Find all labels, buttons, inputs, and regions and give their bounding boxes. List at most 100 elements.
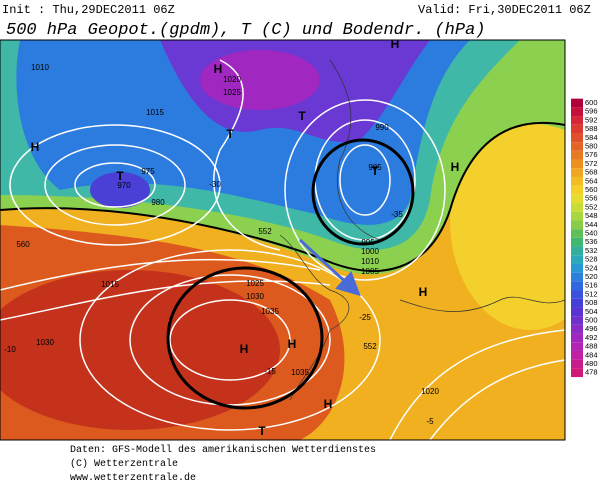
contour-label: -30	[209, 180, 221, 189]
contour-label: 985	[368, 163, 382, 172]
colorbar-swatch	[571, 272, 583, 282]
colorbar-swatch	[571, 133, 583, 143]
contour-label: -5	[426, 417, 434, 426]
colorbar-swatch	[571, 324, 583, 334]
colorbar-label: 560	[585, 185, 598, 194]
colorbar-swatch	[571, 237, 583, 247]
colorbar-label: 528	[585, 255, 598, 264]
colorbar-swatch	[571, 342, 583, 351]
colorbar-swatch	[571, 98, 583, 108]
colorbar-swatch	[571, 150, 583, 160]
map-title: 500 hPa Geopot.(gpdm), T (C) und Bodendr…	[6, 21, 485, 40]
contour-label: 1030	[36, 338, 54, 347]
pressure-center: H	[240, 342, 249, 356]
colorbar-label: 568	[585, 168, 598, 177]
contour-label: 995	[361, 238, 375, 247]
colorbar-swatch	[571, 159, 583, 169]
colorbar-swatch	[571, 229, 583, 238]
pressure-center: T	[371, 164, 379, 178]
colorbar-label: 576	[585, 150, 598, 159]
contour-label: 552	[363, 342, 377, 351]
colorbar-label: 504	[585, 307, 598, 316]
colorbar-label: 564	[585, 176, 598, 185]
colorbar-label: 478	[585, 368, 598, 377]
contour-label: 560	[16, 240, 30, 249]
colorbar-swatch	[571, 194, 583, 204]
colorbar-swatch	[571, 142, 583, 151]
colorbar-label: 572	[585, 159, 598, 168]
colorbar-label: 540	[585, 228, 598, 237]
colorbar-label: 592	[585, 115, 598, 124]
contour-label: -25	[359, 313, 371, 322]
contour-label: 1010	[31, 63, 49, 72]
colorbar-swatch	[571, 290, 583, 299]
colorbar-swatch	[571, 185, 583, 195]
colorbar-swatch	[571, 107, 583, 117]
colorbar-label: 508	[585, 298, 598, 307]
colorbar-label: 532	[585, 246, 598, 255]
colorbar-swatch	[571, 220, 583, 230]
init-time: Init : Thu,29DEC2011 06Z	[2, 3, 175, 17]
contour-label: 1025	[223, 88, 241, 97]
pressure-center: H	[391, 37, 400, 51]
contour-label: 1035	[261, 307, 279, 316]
colorbar-label: 548	[585, 211, 598, 220]
valid-time: Valid: Fri,30DEC2011 06Z	[418, 3, 591, 17]
colorbar-label: 488	[585, 342, 598, 351]
colorbar-label: 520	[585, 272, 598, 281]
contour-label: 970	[117, 181, 131, 190]
colorbar-swatch	[571, 298, 583, 308]
colorbar-label: 556	[585, 194, 598, 203]
pressure-center: H	[31, 140, 40, 154]
colorbar-swatch	[571, 359, 583, 369]
pressure-center: T	[258, 424, 266, 438]
colorbar-label: 552	[585, 202, 598, 211]
colorbar-label: 596	[585, 107, 598, 116]
contour-label: 980	[151, 198, 165, 207]
colorbar-label: 588	[585, 124, 598, 133]
pressure-center: T	[298, 109, 306, 123]
contour-label: 1015	[146, 108, 164, 117]
colorbar-swatch	[571, 116, 583, 125]
contour-label: 990	[375, 123, 389, 132]
colorbar-label: 544	[585, 220, 598, 229]
colorbar-label: 524	[585, 263, 598, 272]
pressure-center: H	[214, 62, 223, 76]
contour-label: 1020	[421, 387, 439, 396]
colorbar-swatch	[571, 316, 583, 325]
pressure-center: H	[288, 337, 297, 351]
contour-label: 1030	[246, 292, 264, 301]
contour-label: 1025	[246, 279, 264, 288]
contour-label: 1035	[291, 368, 309, 377]
colorbar-swatch	[571, 203, 583, 212]
contour-label: 1020	[223, 75, 241, 84]
colorbar-label: 584	[585, 133, 598, 142]
colorbar-label: 512	[585, 289, 598, 298]
pressure-center: T	[226, 127, 234, 141]
colorbar-swatch	[571, 124, 583, 134]
colorbar-label: 492	[585, 333, 598, 342]
contour-label: -15	[264, 367, 276, 376]
colorbar-swatch	[571, 350, 583, 360]
pressure-center: H	[451, 160, 460, 174]
contour-label: 1005	[361, 267, 379, 276]
contour-label: 1010	[361, 257, 379, 266]
footer-data: Daten: GFS-Modell des amerikanischen Wet…	[70, 444, 376, 456]
colorbar-swatch	[571, 255, 583, 264]
pressure-center: H	[419, 285, 428, 299]
footer-url: www.wetterzentrale.de	[70, 472, 196, 484]
colorbar-swatch	[571, 281, 583, 291]
colorbar-swatch	[571, 263, 583, 273]
colorbar-swatch	[571, 211, 583, 221]
colorbar-swatch	[571, 246, 583, 256]
colorbar-label: 500	[585, 315, 598, 324]
contour-label: 975	[141, 167, 155, 176]
colorbar-label: 516	[585, 281, 598, 290]
pressure-center: H	[324, 397, 333, 411]
colorbar-swatch	[571, 368, 583, 378]
contour-label: 552	[258, 227, 272, 236]
colorbar-swatch	[571, 333, 583, 343]
contour-label: -35	[391, 210, 403, 219]
